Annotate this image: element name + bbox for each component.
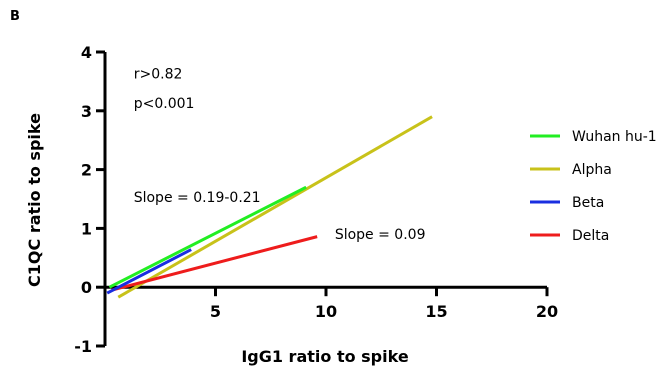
y-tick-label: 2 xyxy=(81,161,92,180)
y-tick-label: 3 xyxy=(81,102,92,121)
series-line-delta xyxy=(111,235,318,292)
x-axis-title: IgG1 ratio to spike xyxy=(241,347,409,366)
annotations: r>0.82 p<0.001 Slope = 0.19-0.21 Slope = 0.… xyxy=(134,66,426,243)
x-tick-label: 20 xyxy=(536,302,558,321)
annotation-text: r>0.82 xyxy=(134,66,183,82)
panel-label: B xyxy=(10,9,20,24)
y-axis-title: C1QC ratio to spike xyxy=(25,113,44,287)
x-tick-label: 10 xyxy=(315,302,337,321)
annotation-text: p<0.001 xyxy=(134,96,195,112)
y-tick-label: 4 xyxy=(81,43,92,62)
y-tick-label: 0 xyxy=(81,278,92,297)
legend: Wuhan hu-1 Alpha Beta Delta xyxy=(530,129,657,244)
series-line-wuhan-hu-1 xyxy=(108,185,307,289)
x-tick-label: 15 xyxy=(425,302,447,321)
legend-label: Delta xyxy=(572,228,609,244)
legend-label: Beta xyxy=(572,195,604,211)
legend-label: Wuhan hu-1 xyxy=(572,129,657,145)
y-tick-label: 1 xyxy=(81,219,92,238)
series-lines xyxy=(106,115,433,299)
legend-label: Alpha xyxy=(572,162,612,178)
annotation-text: Slope = 0.19-0.21 xyxy=(134,190,261,206)
y-tick-label: -1 xyxy=(74,337,92,356)
x-tick-label: 5 xyxy=(210,302,221,321)
series-line-alpha xyxy=(117,115,433,299)
series-line-beta xyxy=(106,248,192,295)
ticks: -1 0 1 2 3 4 5 10 15 20 xyxy=(74,43,558,356)
annotation-text: Slope = 0.09 xyxy=(335,227,426,243)
